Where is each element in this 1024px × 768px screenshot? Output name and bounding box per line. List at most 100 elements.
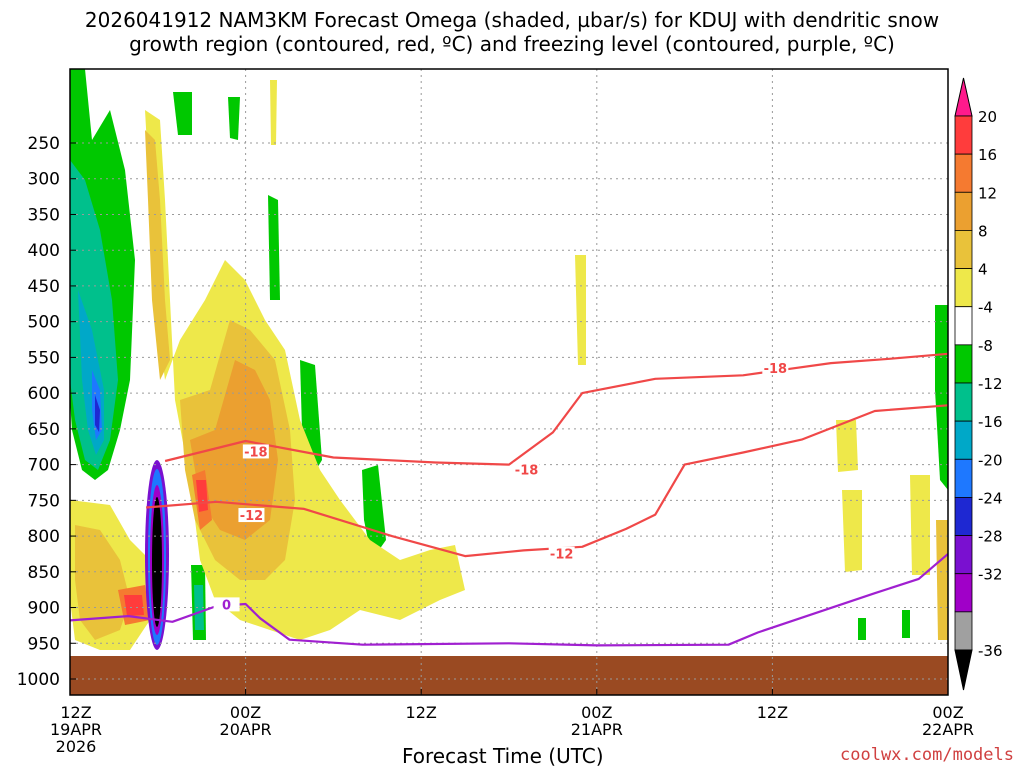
- contour-line: [70, 553, 948, 647]
- downward-motion-region: [270, 80, 277, 145]
- contour-label: -18: [515, 463, 539, 478]
- y-tick-label: 300: [28, 170, 60, 190]
- colorbar-label: 12: [978, 184, 997, 202]
- colorbar-top-arrow: [954, 77, 973, 117]
- y-tick-label: 450: [28, 277, 60, 297]
- contour-label-background: [762, 360, 789, 375]
- upward-motion-region: [173, 92, 192, 135]
- colorbar-swatch: [954, 153, 973, 193]
- y-tick-label: 700: [28, 456, 60, 476]
- x-tick-label: 21APR: [571, 720, 623, 739]
- contour-line: [164, 352, 948, 466]
- colorbar-label: -8: [978, 337, 993, 355]
- colorbar-swatch: [954, 268, 973, 308]
- upward-motion-region: [70, 160, 118, 470]
- upward-motion-region: [95, 395, 100, 432]
- contour-label-background: [513, 462, 540, 477]
- y-tick-label: 800: [28, 527, 60, 547]
- colorbar-swatch: [954, 573, 973, 613]
- plot-frame: [69, 68, 949, 696]
- colorbar-swatch: [954, 306, 973, 346]
- colorbar-label: 20: [978, 108, 997, 126]
- colorbar-label: -16: [978, 413, 1003, 431]
- y-tick-label: 600: [28, 384, 60, 404]
- colorbar-label: 8: [978, 222, 988, 240]
- y-axis: 250 300 350 400 450 500 550 600 650 700 750 800 850 9…: [17, 134, 76, 690]
- downward-motion-region: [836, 420, 858, 472]
- colorbar-label: -32: [978, 566, 1003, 584]
- colorbar-swatch: [954, 497, 973, 536]
- x-tick-label: 12Z: [406, 703, 437, 722]
- colorbar-swatch: [954, 230, 973, 269]
- x-tick-label: 00Z: [230, 703, 261, 722]
- y-tick-label: 250: [28, 134, 60, 154]
- contour-labels: -18 -18 -18 -12 -12 0: [213, 360, 789, 613]
- colorbar-label: -4: [978, 299, 993, 317]
- y-tick-label: 550: [28, 348, 60, 368]
- x-tick-label: 12Z: [60, 703, 91, 722]
- colorbar-label: -24: [978, 489, 1003, 507]
- downward-motion-region: [842, 490, 862, 572]
- chart-title-line-1: 2026041912 NAM3KM Forecast Omega (shaded…: [84, 8, 940, 32]
- contour-label: 0: [222, 598, 231, 613]
- contour-line: [146, 404, 948, 558]
- contour-lines: [70, 352, 948, 647]
- below-ground-region: [70, 656, 948, 695]
- upward-motion-region: [935, 305, 948, 490]
- contour-label: -12: [240, 509, 264, 524]
- colorbar-swatch: [954, 535, 973, 575]
- colorbar-swatch: [954, 115, 973, 155]
- y-tick-label: 900: [28, 599, 60, 619]
- downward-motion-region: [124, 595, 144, 616]
- colorbar: 20 16 12 8 4 -4 -8 -12 -16 -20 -24 -28 -32 -36: [954, 77, 1003, 691]
- contour-label-background: [548, 546, 575, 561]
- y-tick-label: 850: [28, 563, 60, 583]
- x-tick-label: 2026: [56, 737, 97, 756]
- y-tick-label: 650: [28, 420, 60, 440]
- contour-label-background: [238, 508, 265, 523]
- downward-motion-region: [75, 525, 130, 640]
- downward-motion-region: [936, 520, 948, 640]
- site-credit: coolwx.com/models: [840, 745, 1014, 765]
- x-axis-title: Forecast Time (UTC): [402, 744, 604, 768]
- omega-shading: [70, 69, 948, 695]
- colorbar-bottom-arrow: [954, 649, 973, 691]
- colorbar-swatch: [954, 611, 973, 651]
- x-tick-label: 00Z: [581, 703, 612, 722]
- upward-motion-region: [858, 618, 866, 640]
- contour-label: -18: [244, 445, 268, 460]
- colorbar-label: 16: [978, 146, 997, 164]
- x-tick-label: 20APR: [220, 720, 272, 739]
- chart-title-line-2: growth region (contoured, red, ºC) and f…: [129, 32, 895, 56]
- y-tick-label: 400: [28, 241, 60, 261]
- y-tick-label: 750: [28, 491, 60, 511]
- upward-motion-region: [362, 465, 386, 560]
- x-tick-label: 19APR: [50, 720, 102, 739]
- colorbar-swatch: [954, 344, 973, 384]
- downward-motion-region: [910, 475, 930, 575]
- colorbar-label: -20: [978, 451, 1003, 469]
- x-tick-label: 12Z: [757, 703, 788, 722]
- colorbar-label: -36: [978, 642, 1003, 660]
- strong-upward-core: [152, 497, 162, 627]
- x-tick-label: 00Z: [932, 703, 963, 722]
- colorbar-label: -28: [978, 528, 1003, 546]
- colorbar-swatch: [954, 191, 973, 231]
- y-tick-label: 500: [28, 313, 60, 333]
- contour-label: -18: [764, 362, 788, 377]
- y-tick-label: 350: [28, 205, 60, 225]
- colorbar-swatch: [954, 458, 973, 498]
- y-tick-label: 1000: [17, 670, 60, 690]
- colorbar-label: 4: [978, 261, 988, 279]
- upward-motion-region: [268, 195, 280, 300]
- contour-label-background: [213, 597, 240, 612]
- colorbar-swatch: [954, 420, 973, 460]
- upward-motion-region: [194, 585, 204, 630]
- y-tick-label: 950: [28, 634, 60, 654]
- upward-motion-region: [902, 610, 910, 638]
- downward-motion-region: [145, 130, 170, 380]
- downward-motion-region: [190, 360, 278, 540]
- contour-label: -12: [550, 548, 574, 563]
